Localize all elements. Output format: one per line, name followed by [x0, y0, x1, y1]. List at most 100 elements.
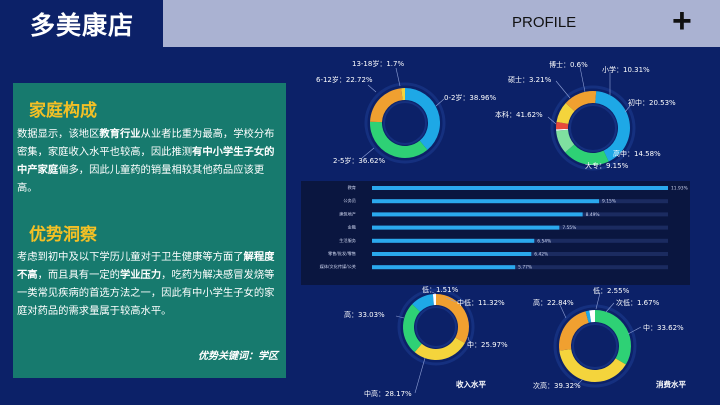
header-bar [163, 0, 720, 47]
donut-label: 次低：1.67% [616, 298, 660, 307]
donut-slice-本科 [595, 91, 630, 162]
donut-slice-6-12岁 [370, 88, 403, 123]
donut-slice-13-18岁 [401, 88, 405, 101]
donut-slice-次高 [559, 349, 626, 382]
bar-value-label: 5.77% [518, 265, 532, 271]
donut-slice-高 [436, 294, 470, 343]
donut-label: 中：25.97% [467, 340, 508, 349]
donut-outer-ring [550, 85, 636, 171]
donut-leader-line [627, 326, 642, 335]
bar-track [372, 225, 668, 230]
donut-slice-大专 [556, 102, 575, 124]
donut-leader-line [624, 105, 631, 113]
advantage-text-run: ，而且具有一定的 [37, 269, 120, 281]
bar-track [372, 238, 668, 243]
donut-label: 高：22.84% [533, 298, 574, 307]
family-text-run: 有中小学生子女的中产家庭 [17, 146, 275, 176]
bar-track [372, 252, 668, 256]
bar-track [372, 186, 668, 190]
donut-slice-低 [432, 294, 436, 306]
donut-label: 本科：41.62% [495, 110, 543, 119]
donut-slice-中 [595, 310, 631, 365]
bar-教育 [372, 186, 668, 190]
donut-label: 中高：28.17% [364, 389, 412, 398]
advantage-heading: 优势洞察 [29, 225, 97, 245]
donut-slice-0-2岁 [405, 88, 440, 150]
bar-category-label: 建筑地产 [339, 210, 356, 217]
bar-生活服务 [372, 238, 535, 243]
donut-leader-line [395, 315, 405, 319]
donut-leader-line [467, 336, 471, 345]
donut-chart-1: 本科：41.62% 初中：20.53% 小学：10.31% 博士：0.6% 硕士：3.2… [495, 60, 676, 171]
bar-金融 [372, 225, 560, 230]
donut-slice-博士 [556, 128, 569, 131]
advantage-text-run: 学业压力 [119, 269, 162, 281]
advantage-text-run: ，吃药为解决感冒发烧等一类常见疾病的首选方法之一，因此有中小学生子女的家庭对药品… [17, 269, 275, 317]
bar-category-label: 教育 [348, 184, 356, 191]
donut-title: 消费水平 [656, 379, 686, 389]
donut-slice-中 [403, 304, 422, 353]
donut-slice-次低 [585, 310, 592, 323]
bar-value-label: 8.49% [586, 212, 600, 218]
donut-label: 初中：20.53% [628, 98, 676, 107]
donut-chart-4: 中：33.62% 次高：39.32% 高：22.84% 次低：1.67% 低：2.55%… [533, 286, 686, 390]
donut-leader-line [445, 297, 457, 303]
donut-label: 低：1.51% [422, 285, 459, 294]
bar-category-label: 公务员 [343, 197, 356, 204]
donut-label: 高：33.03% [344, 310, 385, 319]
donut-label: 博士：0.6% [549, 60, 588, 69]
bar-category-label: 生活服务 [339, 237, 357, 244]
bar-零售/批发/零售 [372, 252, 532, 256]
bar-媒体/文化传媒/公关 [372, 265, 516, 270]
family-text-run: 从业者比重为最高，学校分布密集，家庭收入水平也较高，因此推测 [17, 128, 275, 158]
donut-outer-ring [364, 82, 446, 164]
donut-slice-初中 [565, 144, 609, 165]
bar-value-label: 9.15% [602, 199, 616, 205]
donut-leader-line [576, 378, 584, 386]
advantage-text-run: 考虑到初中及以下学历儿童对于卫生健康等方面了 [17, 251, 244, 263]
family-heading: 家庭构成 [29, 101, 97, 121]
bar-track [372, 265, 668, 270]
donut-leader-line [367, 84, 377, 93]
donut-chart-3: 高：33.03% 中高：28.17% 中：25.97% 中低：11.32% 低：1.51… [344, 285, 508, 398]
donut-leader-line [555, 80, 571, 99]
bar-value-label: 11.93% [671, 186, 688, 192]
advantage-text-run: 解程度不高 [17, 251, 275, 281]
donut-label: 13-18岁：1.7% [352, 59, 404, 68]
bar-track [372, 199, 668, 204]
header-title-box: 多美康店 [0, 0, 163, 47]
bar-category-label: 媒体/文化传媒/公关 [320, 263, 356, 270]
bar-value-label: 7.55% [562, 225, 576, 231]
donut-leader-line [361, 147, 375, 159]
bar-value-label: 6.42% [534, 252, 548, 258]
donut-slice-小学 [556, 129, 575, 153]
donut-label: 次高：39.32% [533, 381, 581, 390]
page-title: 多美康店 [30, 10, 135, 40]
donut-slice-硕士 [556, 121, 569, 130]
bar-category-label: 金融 [348, 224, 357, 231]
donut-label: 高中：14.58% [613, 149, 661, 158]
donut-slice-高 [559, 311, 589, 351]
plus-icon[interactable]: + [672, 2, 692, 40]
donut-leader-line [414, 357, 426, 394]
bar-chart-panel [301, 181, 690, 285]
donut-title: 收入水平 [456, 379, 486, 389]
donut-label: 6-12岁：22.72% [316, 75, 373, 84]
donut-slice-2-5岁 [370, 121, 428, 158]
family-text-run: 偏多，因此儿童药的销量相较其他药品应该更高。 [17, 164, 265, 194]
donut-slice-高中 [565, 90, 597, 112]
family-text-run: 数据显示，该地区 [17, 128, 100, 140]
donut-leader-line [559, 304, 567, 319]
donut-label: 中：33.62% [643, 323, 684, 332]
donut-leader-line [620, 151, 627, 154]
donut-chart-0: 0-2岁：38.96% 2-5岁：36.62% 6-12岁：22.72% 13-18岁… [316, 59, 496, 165]
bar-公务员 [372, 199, 600, 204]
donut-inner-ring [572, 323, 618, 369]
industry-bar-chart: 教育 11.93% 公务员 9.15% 建筑地产 8.49% 金融 7.55% 生活服务 6.54… [301, 181, 690, 285]
donut-outer-ring [397, 288, 475, 366]
donut-leader-line [395, 67, 401, 87]
donut-label: 低：2.55% [593, 286, 630, 295]
donut-slice-中低 [412, 294, 434, 312]
donut-label: 2-5岁：36.62% [333, 156, 385, 165]
family-text-run: 教育行业 [99, 128, 141, 140]
